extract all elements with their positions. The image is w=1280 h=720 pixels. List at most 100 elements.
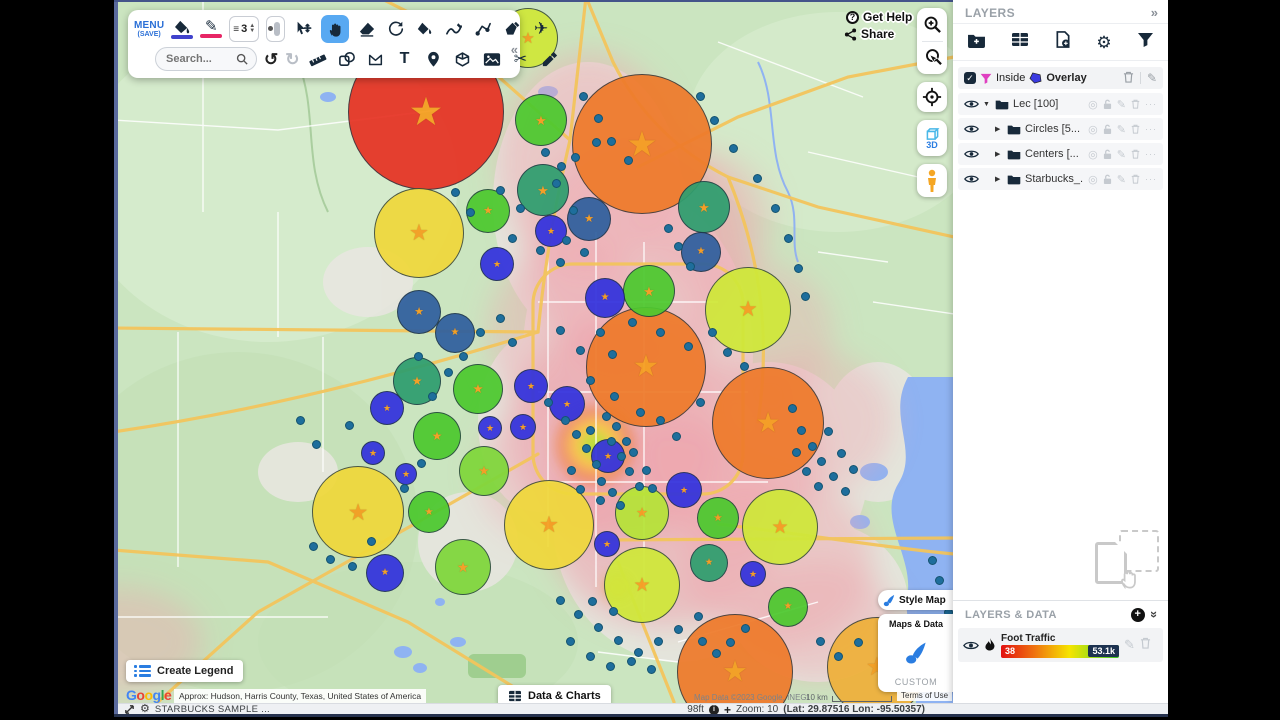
overlay-checkbox[interactable]: ✓ <box>964 72 976 84</box>
map-dot[interactable] <box>815 636 825 646</box>
map-dot[interactable] <box>566 465 576 475</box>
map-dot[interactable] <box>535 245 545 255</box>
map-dot[interactable] <box>673 624 683 634</box>
map-circle[interactable]: ★ <box>517 164 569 216</box>
map-dot[interactable] <box>556 161 566 171</box>
map-dot[interactable] <box>581 443 591 453</box>
map-circle[interactable]: ★ <box>397 290 441 334</box>
map-dot[interactable] <box>752 173 762 183</box>
layer-delete-icon[interactable] <box>1131 99 1140 109</box>
map-dot[interactable] <box>399 483 409 493</box>
map-dot[interactable] <box>601 411 611 421</box>
line-weight-stepper[interactable]: ≡ 3 ▲ ▼ <box>229 16 260 42</box>
layer-more-icon[interactable]: ··· <box>1145 174 1157 184</box>
map-dot[interactable] <box>934 575 944 585</box>
map-dot[interactable] <box>593 113 603 123</box>
map-dot[interactable] <box>585 375 595 385</box>
map-dot[interactable] <box>507 337 517 347</box>
map-circle[interactable]: ★ <box>370 391 404 425</box>
map-dot[interactable] <box>646 664 656 674</box>
map-dot[interactable] <box>725 637 735 647</box>
map-dot[interactable] <box>653 636 663 646</box>
map-dot[interactable] <box>347 561 357 571</box>
map-dot[interactable] <box>575 484 585 494</box>
map-circle[interactable]: ★ <box>678 181 730 233</box>
layer-edit-icon[interactable]: ✎ <box>1116 148 1126 161</box>
plane-tool[interactable]: ✈ <box>534 19 549 38</box>
map-dot[interactable] <box>740 623 750 633</box>
map-dot[interactable] <box>626 656 636 666</box>
pen-nib-tool[interactable] <box>501 17 523 41</box>
map-dot[interactable] <box>507 233 517 243</box>
map-dot[interactable] <box>515 203 525 213</box>
line-color-button[interactable]: ✎ <box>200 17 223 41</box>
map-dot[interactable] <box>770 203 780 213</box>
map-dot[interactable] <box>683 341 693 351</box>
map-dot[interactable] <box>641 465 651 475</box>
map-circle[interactable]: ★ <box>459 446 509 496</box>
overlay-edit-button[interactable]: ✎ <box>1146 71 1157 85</box>
map-canvas[interactable]: ★ ★ ★ ★ ★ ★ ★ ★ ★ ★ ★ ★ ★ ★ ★ ★ ★ ★ ★ ★ ★ ★ ★ ★ ★ ★ ★ ★ ★ ★ ★ ★ ★ ★ ★ ★ ★ ★ ★ ★… <box>118 2 953 703</box>
map-dot[interactable] <box>707 327 717 337</box>
map-dot[interactable] <box>585 651 595 661</box>
overlay-delete-button[interactable] <box>1123 71 1134 86</box>
create-legend-button[interactable]: Create Legend <box>126 660 244 682</box>
eraser-tool[interactable] <box>356 17 378 41</box>
3d-object-tool[interactable] <box>452 47 474 71</box>
map-dot[interactable] <box>633 647 643 657</box>
map-dot[interactable] <box>635 407 645 417</box>
map-circle[interactable]: ★ <box>690 544 728 582</box>
select-move-tool[interactable] <box>292 17 314 41</box>
visibility-eye-icon[interactable] <box>964 174 979 184</box>
add-folder-button[interactable] <box>967 32 986 53</box>
map-dot[interactable] <box>787 403 797 413</box>
map-circle[interactable]: ★ <box>478 416 502 440</box>
map-dot[interactable] <box>344 420 354 430</box>
map-dot[interactable] <box>611 421 621 431</box>
map-dot[interactable] <box>739 361 749 371</box>
map-circle[interactable]: ★ <box>395 463 417 485</box>
expand-caret-icon[interactable]: ▶ <box>995 151 1001 158</box>
map-dot[interactable] <box>695 397 705 407</box>
map-dot[interactable] <box>685 261 695 271</box>
map-dot[interactable] <box>413 351 423 361</box>
map-dot[interactable] <box>621 436 631 446</box>
map-dot[interactable] <box>796 425 806 435</box>
map-dot[interactable] <box>623 155 633 165</box>
map-dot[interactable] <box>728 143 738 153</box>
map-dot[interactable] <box>570 152 580 162</box>
expand-chevrons-icon[interactable]: » <box>1146 610 1162 619</box>
map-dot[interactable] <box>695 91 705 101</box>
map-dot[interactable] <box>551 178 561 188</box>
map-dot[interactable] <box>608 606 618 616</box>
redo-button[interactable]: ↻ <box>285 49 300 69</box>
map-dot[interactable] <box>673 241 683 251</box>
map-dot[interactable] <box>366 536 376 546</box>
data-charts-button[interactable]: Data & Charts <box>498 685 611 703</box>
map-dot[interactable] <box>427 391 437 401</box>
map-dot[interactable] <box>634 481 644 491</box>
map-dot[interactable] <box>578 91 588 101</box>
map-circle[interactable]: ★ <box>435 313 475 353</box>
style-map-button[interactable]: Style Map <box>878 590 953 610</box>
map-dot[interactable] <box>579 247 589 257</box>
table-view-button[interactable] <box>1011 32 1029 52</box>
map-circle[interactable]: ★ <box>586 307 706 427</box>
fill-drip-tool[interactable] <box>414 17 436 41</box>
map-dot[interactable] <box>927 555 937 565</box>
plus-icon[interactable]: + <box>723 702 731 717</box>
layer-more-icon[interactable]: ··· <box>1145 149 1157 159</box>
map-circle[interactable]: ★ <box>366 554 404 592</box>
map-dot[interactable] <box>791 447 801 457</box>
add-data-layer-button[interactable]: + <box>1130 607 1145 622</box>
foot-traffic-delete-button[interactable] <box>1140 636 1151 654</box>
map-circle[interactable]: ★ <box>374 188 464 278</box>
map-dot[interactable] <box>616 451 626 461</box>
map-dot[interactable] <box>591 137 601 147</box>
map-dot[interactable] <box>647 483 657 493</box>
map-dot[interactable] <box>606 436 616 446</box>
map-circle[interactable]: ★ <box>712 367 824 479</box>
map-dot[interactable] <box>561 235 571 245</box>
map-dot[interactable] <box>416 458 426 468</box>
map-circle[interactable]: ★ <box>740 561 766 587</box>
